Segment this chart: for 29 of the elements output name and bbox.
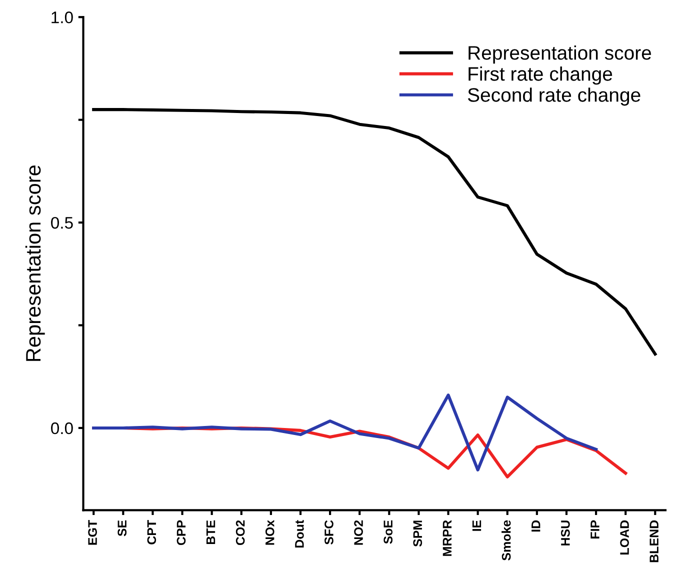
legend-label: First rate change xyxy=(468,66,612,85)
x-tick-label: SE xyxy=(118,520,127,536)
x-tick-label: CO2 xyxy=(236,520,245,546)
x-tick-label: SoE xyxy=(384,520,393,544)
line-series xyxy=(92,108,657,356)
x-tick-label: IE xyxy=(472,520,482,531)
x-tick-label: Dout xyxy=(295,520,304,548)
x-tick-label: NO2 xyxy=(354,520,363,545)
x-tick-label: BTE xyxy=(206,520,216,544)
x-tick-label: EGT xyxy=(88,520,97,545)
x-tick-label: CPP xyxy=(176,520,186,546)
y-tick-label: 0.0 xyxy=(51,422,73,434)
y-axis-title: Representation score xyxy=(25,166,45,361)
x-tick-label: SPM xyxy=(413,520,422,547)
x-tick-label: NOx xyxy=(265,520,274,545)
y-tick-label: 0.5 xyxy=(51,216,73,229)
legend-label: Second rate change xyxy=(468,88,640,106)
x-tick-label: SFC xyxy=(324,520,334,545)
x-tick-label: BLEND xyxy=(650,520,658,562)
line-series xyxy=(92,394,598,472)
x-tick-label: HSU xyxy=(560,520,570,546)
x-tick-label: FIP xyxy=(590,520,600,538)
y-tick-label: 1.0 xyxy=(52,12,73,24)
x-tick-label: LOAD xyxy=(620,520,629,554)
x-tick-label: Smoke xyxy=(502,520,511,561)
x-tick-label: MRPR xyxy=(442,520,452,556)
x-tick-label: CPT xyxy=(147,520,156,544)
legend-label: Representation score xyxy=(468,46,652,64)
x-tick-label: ID xyxy=(532,520,540,532)
